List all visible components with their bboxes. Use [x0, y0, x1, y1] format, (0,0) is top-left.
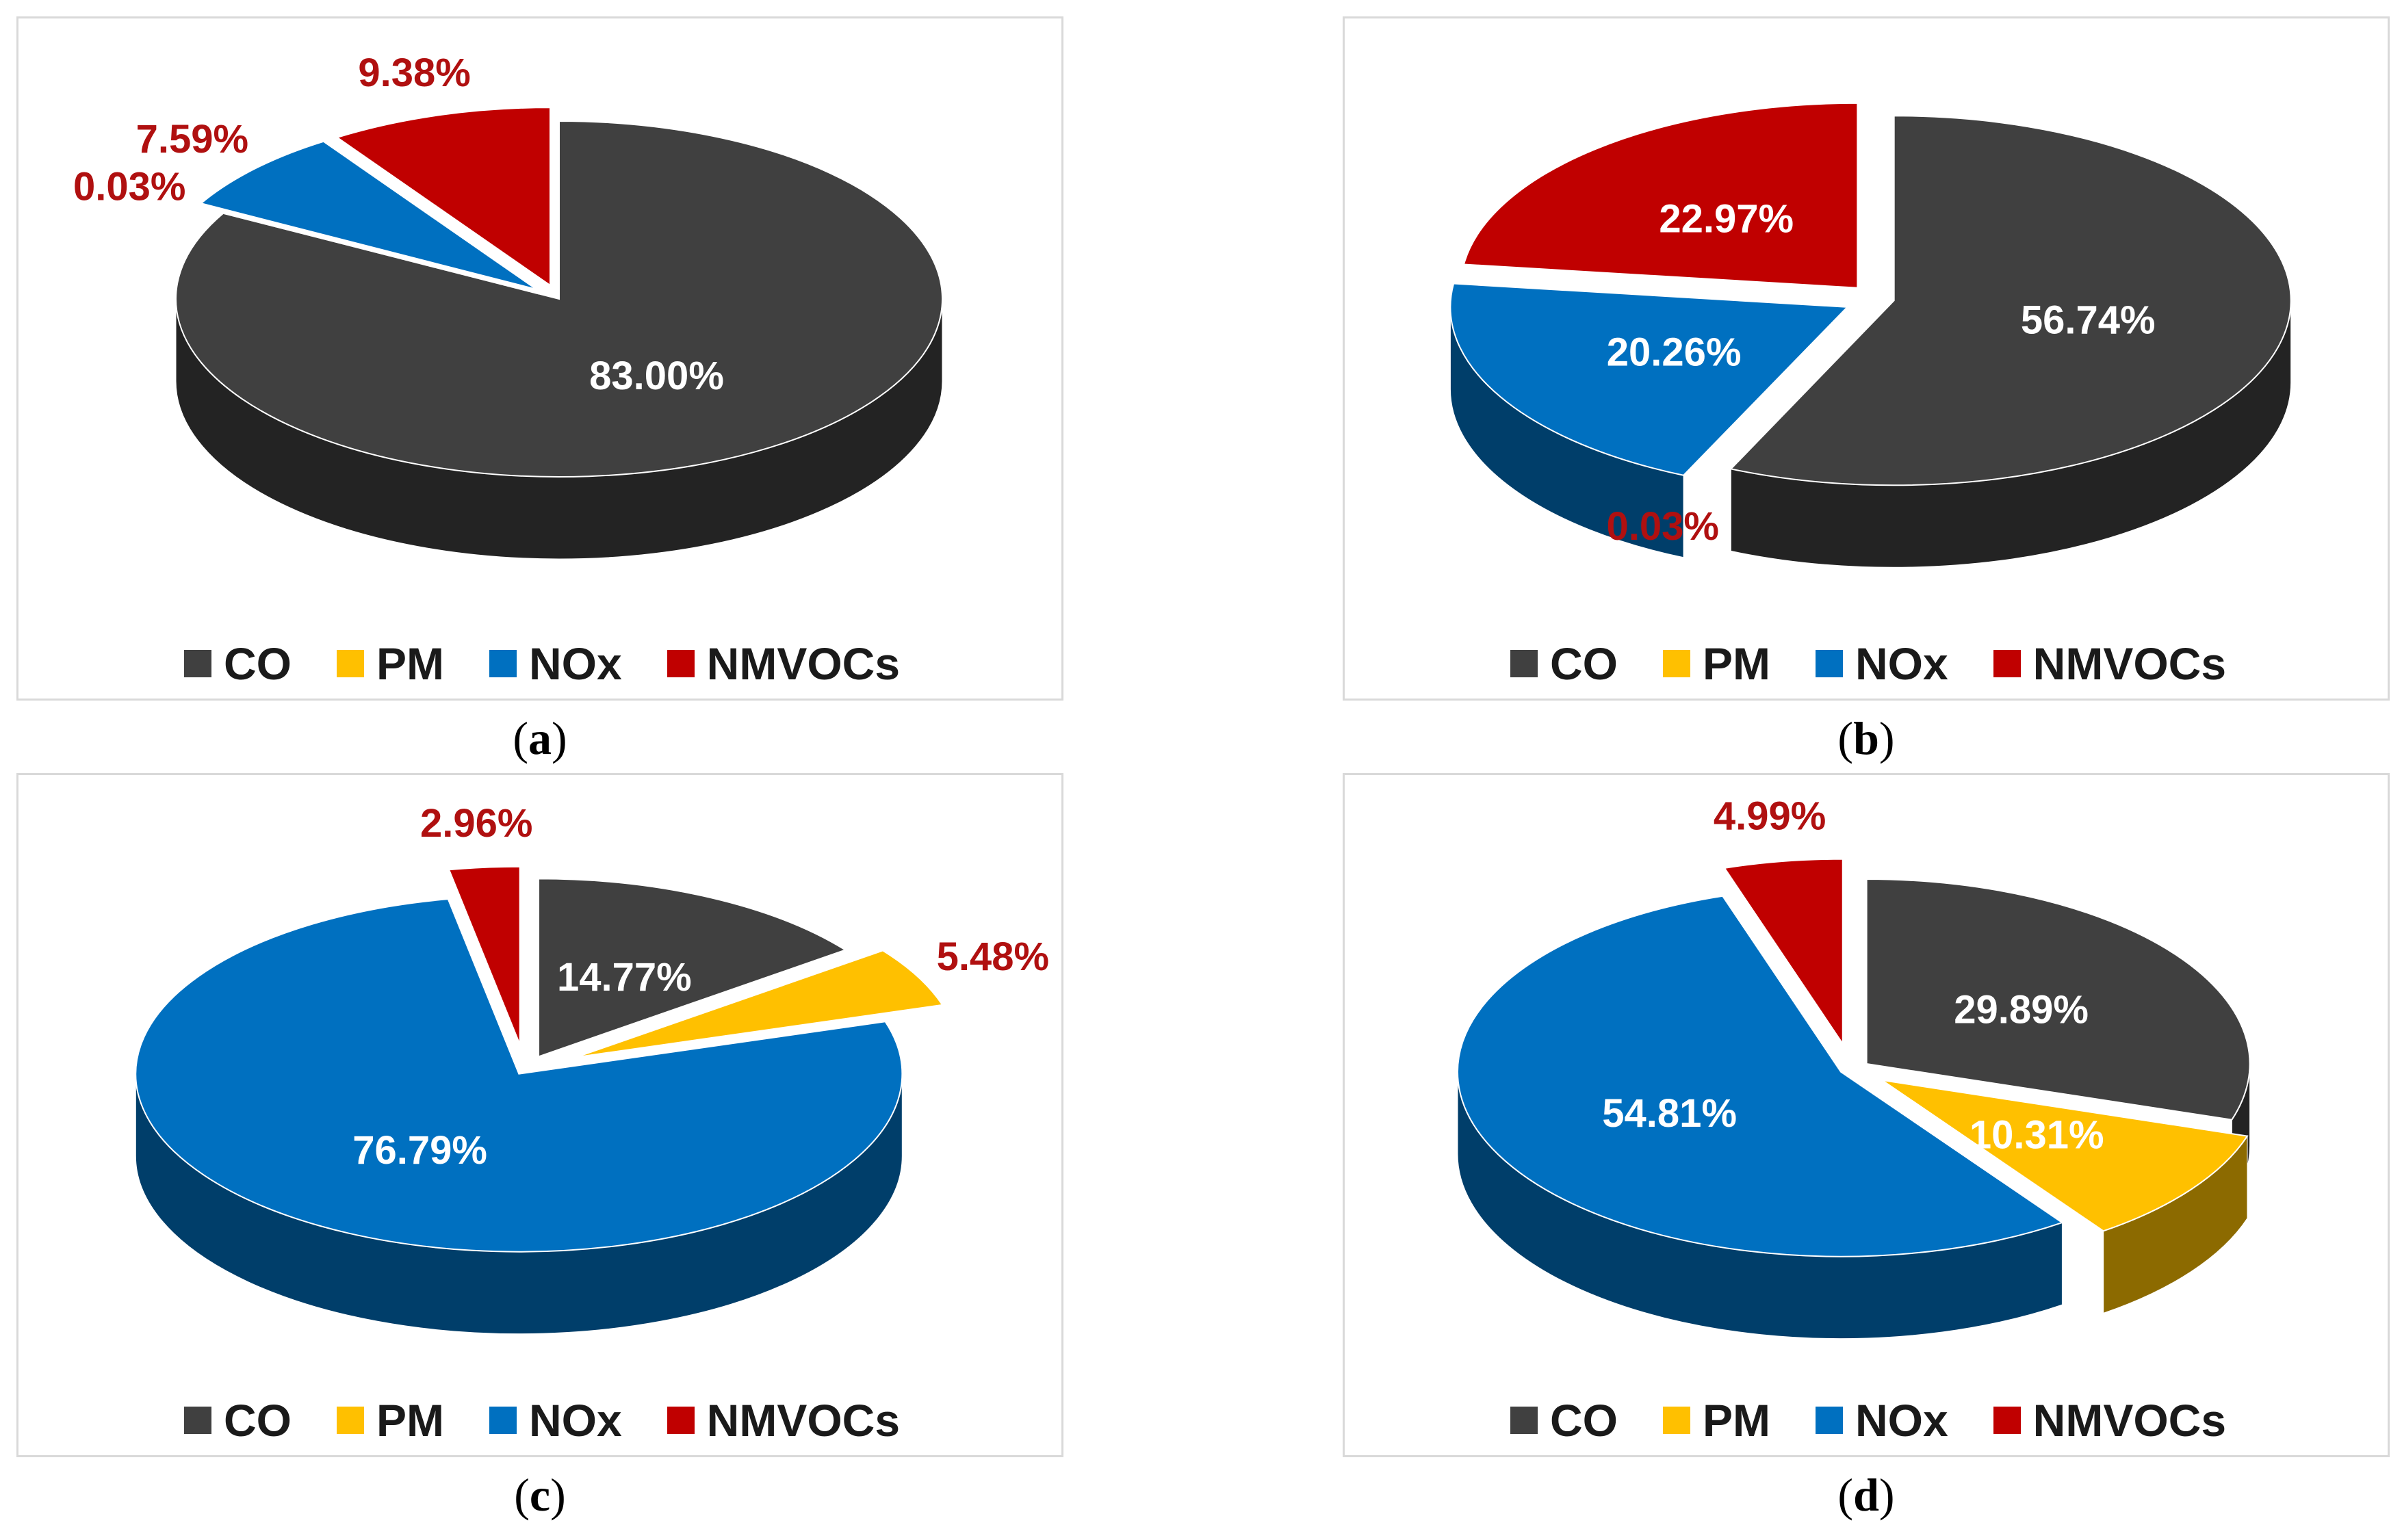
legend: CO PM NOx NMVOCs: [1345, 638, 2392, 690]
pie-slice-nmvocs: [1462, 102, 1859, 289]
legend-item-pm: PM: [336, 1394, 444, 1446]
legend-swatch-nmvocs: [667, 650, 695, 677]
legend-swatch-nmvocs: [1993, 650, 2021, 677]
data-label-nox: 54.81%: [1602, 1091, 1737, 1136]
legend-swatch-co: [1510, 650, 1538, 677]
pie-chart-d: 29.89% 10.31% 54.81% 4.99%: [1456, 794, 2251, 1340]
pie-slice-nmvocs: [448, 865, 521, 1045]
legend: CO PM NOx NMVOCs: [1345, 1394, 2392, 1446]
legend-swatch-pm: [336, 1407, 364, 1434]
data-label-nmvocs: 22.97%: [1659, 196, 1794, 241]
legend-item-nmvocs: NMVOCs: [667, 638, 900, 690]
pie-slice-co: [175, 120, 943, 478]
legend-swatch-co: [183, 650, 211, 677]
caption-c: (c): [514, 1469, 566, 1521]
pie-labels: 29.89% 10.31% 54.81% 4.99%: [1602, 794, 2104, 1157]
pie-slice-pm: [1881, 1079, 2249, 1232]
legend-swatch-nox: [489, 650, 517, 677]
caption-b: (b): [1837, 712, 1895, 764]
pie-chart-a: 83.00% 0.03%7.59% 9.38%: [73, 51, 943, 560]
legend-item-pm: PM: [1662, 638, 1770, 690]
pie-labels: 56.74% 0.03% 20.26% 22.97%: [1606, 196, 2155, 549]
legend-item-pm: PM: [1662, 1394, 1770, 1446]
legend-swatch-nox: [1815, 1407, 1843, 1434]
data-label-pm: 10.31%: [1970, 1113, 2104, 1158]
pie-tops: [1456, 858, 2251, 1257]
legend-swatch-pm: [336, 650, 364, 677]
data-label-nox: 76.79%: [352, 1128, 487, 1173]
pie-slice-nox: [199, 140, 537, 290]
data-label-pm: 5.48%: [937, 935, 1049, 979]
chart-panel-a: 83.00% 0.03% 7.59% 9.38% CO PM NOx NMVOCs: [16, 16, 1063, 701]
data-label-pm: 0.03%: [1606, 504, 1718, 549]
legend-item-nox: NOx: [489, 638, 622, 690]
caption-d: (d): [1837, 1469, 1895, 1521]
legend-swatch-co: [1510, 1407, 1538, 1434]
legend-swatch-nox: [1815, 650, 1843, 677]
data-label-co: 83.00%: [589, 354, 724, 398]
pie-chart-c: 14.77% 5.48% 76.79% 2.96%: [135, 801, 1049, 1335]
legend-swatch-pm: [1662, 650, 1690, 677]
chart-panel-c: 14.77% 5.48% 76.79% 2.96% CO PM NOx NMVOCs: [16, 773, 1063, 1457]
legend-swatch-nmvocs: [667, 1407, 695, 1434]
pie-slice-nox: [135, 898, 903, 1253]
pie-slice-nmvocs: [335, 107, 551, 287]
pie-slice-co: [1729, 115, 2292, 486]
legend-item-co: CO: [1510, 1394, 1618, 1446]
data-label-co: 56.74%: [2021, 298, 2156, 343]
legend-item-nox: NOx: [489, 1394, 622, 1446]
pie-tops: [175, 107, 943, 478]
legend-item-co: CO: [1510, 638, 1618, 690]
legend-swatch-nox: [489, 1407, 517, 1434]
legend: CO PM NOx NMVOCs: [18, 638, 1066, 690]
legend-item-nmvocs: NMVOCs: [667, 1394, 900, 1446]
caption-a: (a): [513, 712, 567, 764]
pie-chart-b: 56.74% 0.03% 20.26% 22.97%: [1449, 102, 2292, 568]
data-label-nmvocs: 4.99%: [1714, 794, 1826, 838]
data-label-nmvocs: 9.38%: [358, 51, 470, 95]
legend-item-nox: NOx: [1815, 638, 1948, 690]
legend: CO PM NOx NMVOCs: [18, 1394, 1066, 1446]
pie-labels: 14.77% 5.48% 76.79% 2.96%: [352, 801, 1049, 1173]
pie-slice-nox: [1449, 283, 1849, 476]
legend-item-co: CO: [183, 1394, 292, 1446]
pie-slice-nmvocs: [1723, 858, 1844, 1046]
pie-tops: [135, 865, 944, 1253]
pie-slice-nox: [1456, 895, 2064, 1257]
legend-item-nmvocs: NMVOCs: [1993, 1394, 2226, 1446]
pie-tops: [1449, 102, 2292, 486]
pie-slice-pm: [201, 207, 539, 295]
data-label-co: 29.89%: [1954, 987, 2089, 1032]
legend-swatch-co: [183, 1407, 211, 1434]
pie-labels: 83.00% 0.03%7.59% 9.38%: [73, 51, 724, 398]
pie-slice-co: [1865, 878, 2251, 1121]
legend-item-co: CO: [183, 638, 292, 690]
legend-swatch-pm: [1662, 1407, 1690, 1434]
chart-panel-d: 29.89% 10.31% 54.81% 4.99% CO PM NOx NMVOCs: [1343, 773, 2390, 1457]
legend-item-nmvocs: NMVOCs: [1993, 638, 2226, 690]
chart-panel-b: 56.74% 0.03% 20.26% 22.97% CO PM NOx NMVOCs: [1343, 16, 2390, 701]
pie-slice-co: [538, 878, 847, 1058]
pie-slice-pm: [1696, 315, 1863, 485]
pie-slice-pm: [576, 950, 944, 1058]
data-label-pm: 0.03%: [73, 165, 185, 209]
data-label-co: 14.77%: [557, 955, 692, 1000]
legend-item-pm: PM: [336, 638, 444, 690]
data-label-nmvocs: 2.96%: [420, 801, 532, 846]
data-label-nox: 20.26%: [1607, 330, 1742, 375]
data-label-nox: 7.59%: [136, 117, 248, 161]
legend-item-nox: NOx: [1815, 1394, 1948, 1446]
legend-swatch-nmvocs: [1993, 1407, 2021, 1434]
